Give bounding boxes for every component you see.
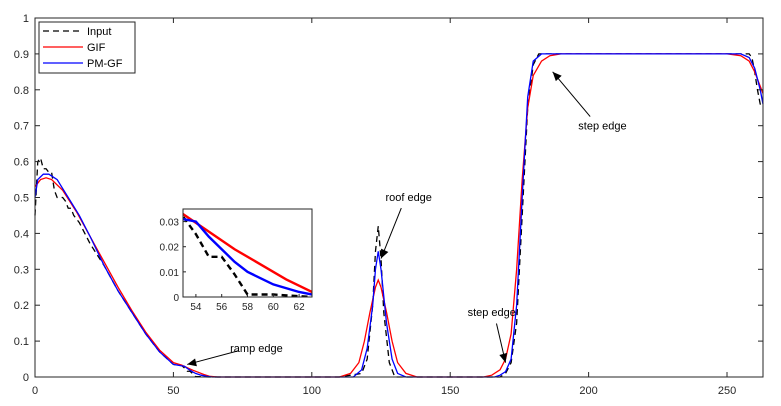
annotation-roof-edge: roof edge: [385, 192, 431, 204]
x-tick-label: 200: [579, 385, 597, 397]
inset-y-tick-label: 0.01: [160, 268, 180, 279]
y-tick-label: 0.1: [14, 336, 29, 348]
y-tick-label: 0.6: [14, 157, 29, 169]
annotation-arrow-head: [187, 358, 197, 367]
series-line-gif: [34, 53, 764, 378]
y-tick-label: 0.4: [14, 228, 29, 240]
inset-series-line-input: [183, 215, 312, 297]
inset-x-tick-label: 56: [216, 302, 228, 313]
y-tick-label: 0.9: [14, 49, 29, 61]
legend-label-input: Input: [87, 26, 111, 38]
annotation-step-edge: step edge: [578, 120, 626, 132]
plot-background: [35, 18, 763, 377]
y-tick-label: 0.2: [14, 300, 29, 312]
inset-series-line-pm-gf: [183, 217, 312, 296]
inset-x-axis: 54 56 58 60 62: [190, 294, 305, 313]
inset-series-line-gif: [183, 212, 312, 294]
annotation-arrow-line: [552, 71, 591, 117]
y-axis: 0 0.1 0.2 0.3 0.4 0.5 0.6 0.7 0.8 0.9 1: [14, 13, 763, 384]
inset-plot: 54 56 58 60 62 0 0.01 0.02 0.03: [160, 208, 313, 313]
y-tick-label: 0: [23, 372, 29, 384]
x-tick-label: 250: [718, 385, 736, 397]
annotation-step-edge: step edge: [468, 307, 516, 319]
y-tick-label: 0.3: [14, 264, 29, 276]
annotation-arrow-head: [499, 352, 508, 363]
annotation-arrow-line: [380, 207, 402, 259]
inset-y-tick-label: 0.02: [160, 243, 180, 254]
legend-label-gif: GIF: [87, 42, 106, 54]
annotation-arrow-head: [552, 71, 562, 82]
x-tick-label: 100: [303, 385, 321, 397]
annotations-group: ramp edge roof edge step edge step edge: [187, 71, 627, 367]
y-tick-label: 0.7: [14, 121, 29, 133]
x-tick-label: 0: [32, 385, 38, 397]
x-tick-label: 50: [167, 385, 179, 397]
annotation-arrow-head: [381, 248, 389, 259]
inset-x-tick-label: 60: [268, 302, 280, 313]
legend-label-pm-gf: PM-GF: [87, 58, 123, 70]
legend: Input GIF PM-GF: [38, 21, 136, 74]
x-tick-label: 150: [441, 385, 459, 397]
y-tick-label: 0.8: [14, 85, 29, 97]
series-line-pm-gf: [34, 53, 764, 378]
annotation-ramp-edge: ramp edge: [230, 343, 283, 355]
inset-y-axis: 0 0.01 0.02 0.03: [160, 218, 186, 304]
inset-x-tick-label: 62: [294, 302, 306, 313]
inset-y-tick-label: 0: [173, 293, 179, 304]
inset-series-group: [183, 212, 312, 297]
x-axis: 0 50 100 150 200 250: [32, 18, 736, 397]
inset-x-tick-label: 54: [190, 302, 202, 313]
y-tick-label: 0.5: [14, 193, 29, 205]
inset-y-tick-label: 0.03: [160, 218, 180, 229]
inset-x-tick-label: 58: [242, 302, 254, 313]
y-tick-label: 1: [23, 13, 29, 25]
